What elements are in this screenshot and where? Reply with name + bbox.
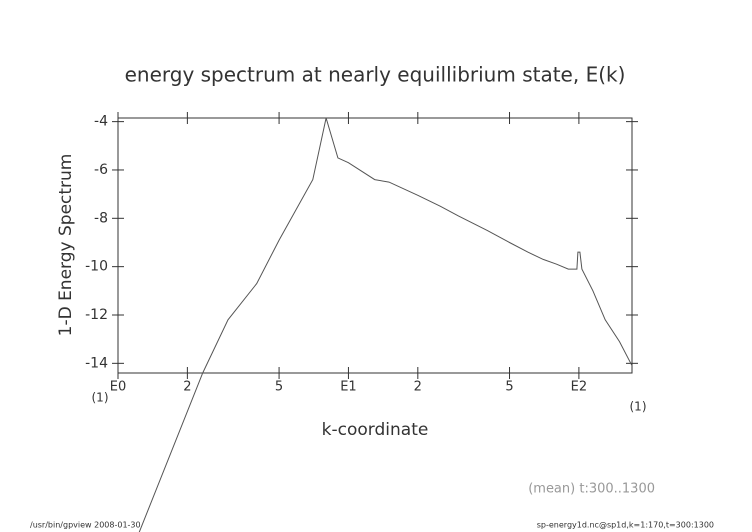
footer-right: sp-energy1d.nc@sp1d,k=1:170,t=300:1300 bbox=[537, 521, 714, 530]
x-tick-label: E1 bbox=[340, 380, 357, 395]
data-line bbox=[138, 117, 633, 532]
x-tick-label: E0 bbox=[110, 380, 127, 395]
y-tick-label: -4 bbox=[94, 114, 108, 130]
plot-frame bbox=[117, 117, 633, 374]
y-tick-label: -6 bbox=[94, 162, 108, 178]
chart-title: energy spectrum at nearly equillibrium s… bbox=[125, 63, 626, 87]
y-tick-label: -12 bbox=[85, 307, 108, 323]
y-axis-label: 1-D Energy Spectrum bbox=[56, 154, 76, 337]
x-tick-label: 2 bbox=[414, 380, 422, 395]
x-tick-label: 5 bbox=[275, 380, 283, 395]
x-unit-left: (1) bbox=[92, 391, 109, 405]
y-tick-label: -8 bbox=[94, 210, 108, 226]
x-axis-label: k-coordinate bbox=[322, 420, 429, 440]
x-tick-label: 5 bbox=[505, 380, 513, 395]
x-tick-label: E2 bbox=[571, 380, 588, 395]
x-tick-label: 2 bbox=[183, 380, 191, 395]
x-unit-right: (1) bbox=[630, 400, 647, 414]
y-tick-label: -14 bbox=[85, 355, 108, 371]
y-tick-label: -10 bbox=[85, 259, 108, 275]
annotation: (mean) t:300..1300 bbox=[528, 482, 655, 497]
footer-left: /usr/bin/gpview 2008-01-30 bbox=[30, 521, 141, 530]
